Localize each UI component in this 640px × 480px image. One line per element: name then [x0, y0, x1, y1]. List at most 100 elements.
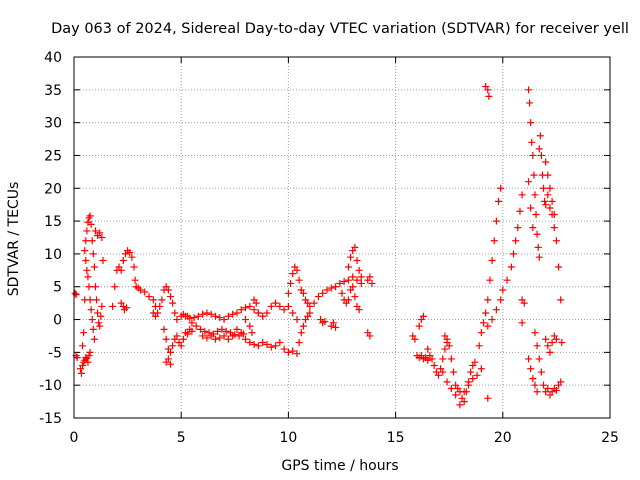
data-point — [156, 302, 164, 310]
data-point — [439, 368, 447, 376]
data-point — [83, 227, 91, 235]
data-point — [289, 347, 297, 355]
data-point — [203, 334, 211, 342]
data-point — [353, 256, 361, 264]
data-point — [510, 250, 518, 258]
data-point — [73, 354, 81, 362]
plot-frame — [73, 56, 611, 419]
data-point — [321, 318, 329, 326]
data-point — [82, 256, 90, 264]
data-point — [237, 329, 245, 337]
data-point — [340, 277, 348, 285]
data-point — [84, 273, 92, 281]
data-point — [344, 263, 352, 271]
data-point — [220, 316, 228, 324]
data-point — [441, 332, 449, 340]
data-point — [190, 314, 198, 322]
data-point — [532, 211, 540, 219]
data-point — [484, 322, 492, 330]
data-point — [246, 322, 254, 330]
data-point — [88, 237, 96, 245]
data-point — [218, 325, 226, 333]
y-tick-label: 20 — [44, 181, 62, 197]
data-point — [525, 178, 533, 186]
data-point — [216, 334, 224, 342]
data-point — [349, 283, 357, 291]
data-point — [94, 309, 102, 317]
data-point — [233, 325, 241, 333]
data-point — [86, 348, 94, 356]
data-point — [542, 158, 550, 166]
data-point — [295, 339, 303, 347]
data-point — [84, 358, 92, 366]
data-point — [537, 151, 545, 159]
data-point — [537, 368, 545, 376]
data-point — [492, 217, 500, 225]
data-point — [242, 316, 250, 324]
data-point — [540, 184, 548, 192]
data-point — [128, 253, 136, 261]
data-point — [80, 329, 88, 337]
data-point — [544, 171, 552, 179]
data-point — [87, 220, 95, 228]
data-point — [550, 224, 558, 232]
data-point — [548, 197, 556, 205]
data-point — [181, 312, 189, 320]
data-point — [527, 119, 535, 127]
data-point — [280, 345, 288, 353]
data-point — [525, 355, 533, 363]
data-point — [254, 342, 262, 350]
data-point — [259, 339, 267, 347]
data-point — [293, 316, 301, 324]
data-point — [250, 306, 258, 314]
data-point — [520, 299, 528, 307]
data-point — [169, 342, 177, 350]
data-point — [497, 184, 505, 192]
chart-title: Day 063 of 2024, Sidereal Day-to-day VTE… — [51, 21, 629, 37]
data-point — [351, 293, 359, 301]
x-tick-label: 15 — [387, 430, 405, 446]
data-point — [229, 332, 237, 340]
data-point — [86, 296, 94, 304]
data-point — [295, 276, 303, 284]
data-point — [97, 312, 105, 320]
data-point — [254, 309, 262, 317]
data-point — [196, 325, 204, 333]
data-point — [527, 365, 535, 373]
data-point — [242, 304, 250, 312]
data-point — [246, 339, 254, 347]
data-point — [81, 247, 89, 255]
data-point — [488, 256, 496, 264]
data-point — [306, 309, 314, 317]
data-point — [96, 322, 104, 330]
data-point — [411, 335, 419, 343]
data-point — [162, 335, 170, 343]
data-point — [533, 342, 541, 350]
data-point — [443, 378, 451, 386]
data-point — [529, 151, 537, 159]
data-point — [199, 332, 207, 340]
data-point — [310, 299, 318, 307]
data-point — [441, 345, 449, 353]
data-point — [485, 92, 493, 100]
data-point — [212, 335, 220, 343]
data-point — [329, 319, 337, 327]
data-point — [552, 335, 560, 343]
data-point — [79, 342, 87, 350]
data-point — [495, 197, 503, 205]
data-point — [91, 227, 99, 235]
data-point — [469, 375, 477, 383]
data-point — [130, 263, 138, 271]
data-point — [351, 243, 359, 251]
data-point — [99, 256, 107, 264]
data-point — [558, 339, 566, 347]
data-point — [542, 201, 550, 209]
data-point — [349, 273, 357, 281]
data-point — [534, 243, 542, 251]
data-point — [111, 283, 119, 291]
data-point — [186, 314, 194, 322]
data-point — [179, 335, 187, 343]
data-point — [95, 319, 103, 327]
data-point — [525, 86, 533, 94]
